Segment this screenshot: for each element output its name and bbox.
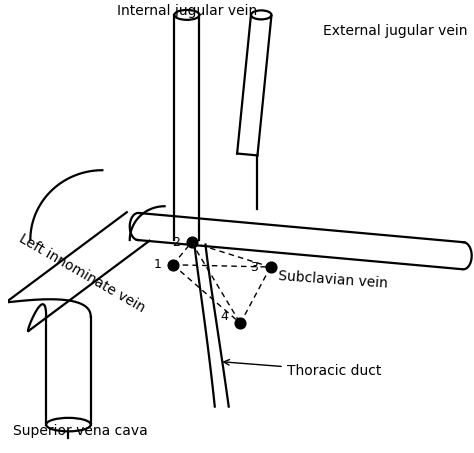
Text: 3: 3 [250, 260, 257, 274]
Text: 2: 2 [172, 236, 180, 249]
Text: Subclavian vein: Subclavian vein [278, 269, 389, 291]
Text: Superior vena cava: Superior vena cava [13, 424, 147, 438]
Text: 4: 4 [221, 310, 229, 323]
Point [169, 261, 177, 268]
Text: 1: 1 [154, 258, 161, 271]
Text: Thoracic duct: Thoracic duct [224, 360, 381, 377]
Text: Left innominate vein: Left innominate vein [17, 232, 148, 316]
Text: Internal jugular vein: Internal jugular vein [117, 4, 257, 18]
Text: External jugular vein: External jugular vein [323, 24, 468, 38]
Point [188, 239, 195, 246]
Point [267, 263, 274, 270]
Point [237, 320, 244, 327]
